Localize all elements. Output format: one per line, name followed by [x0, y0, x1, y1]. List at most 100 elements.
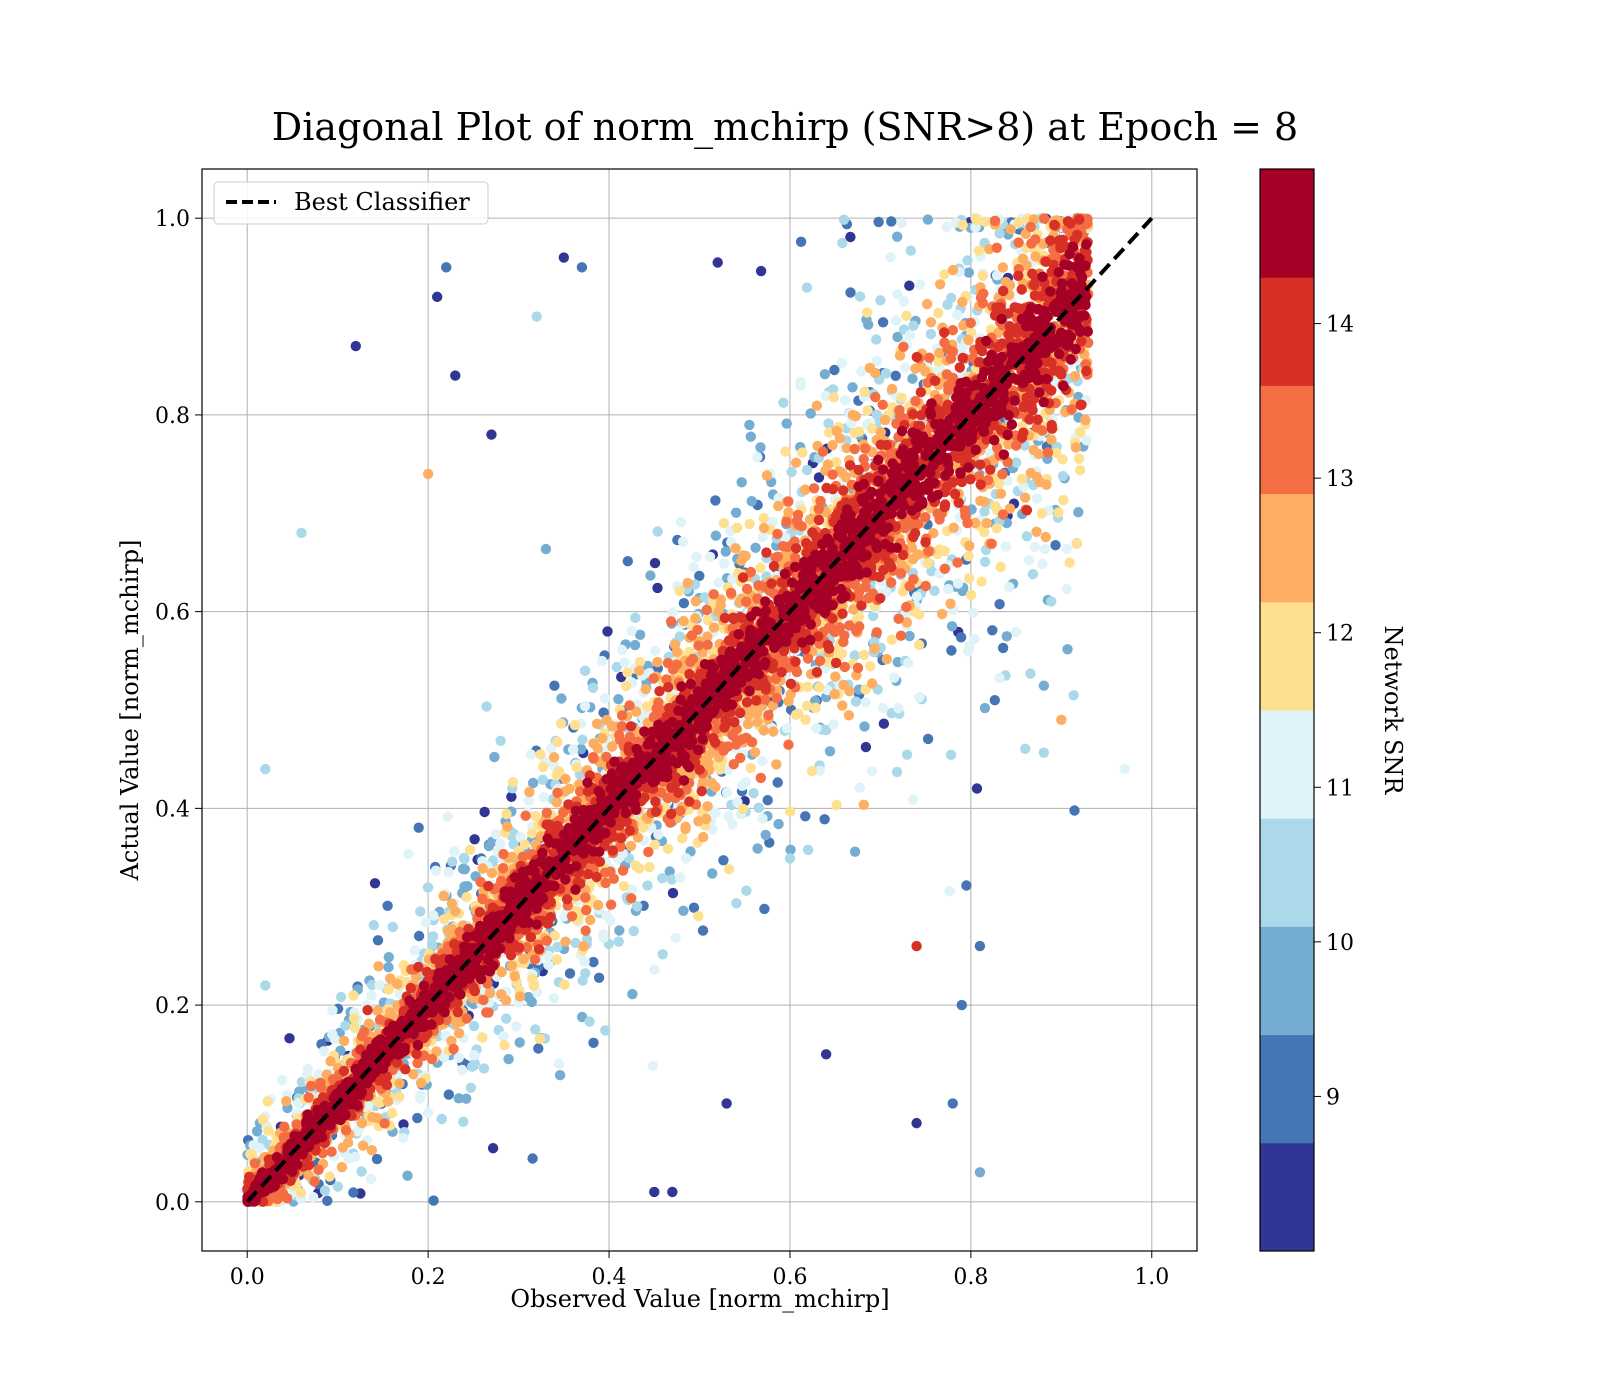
- scatter-point: [879, 414, 891, 426]
- scatter-point: [442, 925, 454, 937]
- scatter-point: [442, 811, 453, 822]
- scatter-point: [642, 880, 653, 891]
- scatter-point: [849, 650, 860, 661]
- scatter-point: [1075, 427, 1086, 438]
- scatter-point: [496, 966, 507, 978]
- scatter-point: [653, 829, 664, 840]
- scatter-point: [866, 423, 878, 434]
- scatter-point: [509, 971, 520, 982]
- scatter-point: [824, 746, 836, 757]
- scatter-point: [772, 777, 783, 788]
- scatter-point: [650, 645, 661, 656]
- scatter-point: [979, 556, 991, 567]
- scatter-point: [760, 694, 771, 705]
- scatter-point: [854, 291, 866, 302]
- scatter-point: [828, 719, 839, 730]
- scatter-point: [607, 741, 618, 752]
- scatter-point: [859, 443, 871, 454]
- scatter-point: [627, 988, 638, 1000]
- scatter-point: [1050, 540, 1061, 551]
- scatter-point: [1061, 583, 1072, 595]
- scatter-point: [946, 292, 957, 304]
- scatter-point: [585, 914, 596, 926]
- scatter-point: [528, 980, 540, 991]
- scatter-point: [757, 531, 768, 543]
- scatter-point: [1025, 668, 1036, 679]
- scatter-point: [895, 630, 907, 641]
- scatter-point: [702, 614, 714, 626]
- scatter-point: [348, 1187, 359, 1198]
- scatter-point: [503, 1053, 514, 1065]
- scatter-point: [624, 700, 635, 711]
- scatter-point: [784, 853, 796, 864]
- scatter-point: [704, 551, 716, 562]
- scatter-point: [933, 307, 944, 319]
- scatter-point: [374, 980, 385, 991]
- scatter-point: [719, 558, 730, 569]
- scatter-point: [1057, 454, 1068, 465]
- scatter-point: [926, 566, 937, 577]
- scatter-point: [1038, 680, 1050, 691]
- scatter-point: [409, 945, 420, 956]
- scatter-point: [629, 639, 641, 651]
- scatter-point: [613, 936, 624, 947]
- scatter-point: [324, 1171, 335, 1182]
- scatter-point: [602, 626, 613, 637]
- scatter-point: [802, 844, 814, 856]
- scatter-point: [1069, 370, 1081, 382]
- scatter-point: [1038, 747, 1050, 758]
- scatter-point: [892, 289, 903, 300]
- scatter-point: [706, 777, 717, 789]
- scatter-point: [997, 509, 1009, 520]
- scatter-point: [284, 1033, 295, 1044]
- scatter-point: [702, 801, 713, 812]
- scatter-point: [694, 570, 705, 582]
- scatter-point: [394, 1078, 405, 1089]
- scatter-point: [822, 656, 833, 668]
- scatter-point: [963, 334, 974, 346]
- scatter-point: [597, 733, 608, 744]
- scatter-point: [963, 646, 974, 657]
- scatter-point: [616, 721, 628, 732]
- scatter-point: [634, 629, 646, 640]
- scatter-point: [978, 288, 989, 299]
- scatter-point: [922, 733, 934, 745]
- scatter-point: [797, 447, 808, 458]
- scatter-point: [600, 693, 611, 704]
- scatter-point: [849, 427, 860, 439]
- scatter-point: [720, 546, 731, 557]
- scatter-point: [680, 821, 691, 832]
- scatter-point: [908, 320, 919, 331]
- scatter-point: [947, 264, 959, 276]
- scatter-point: [952, 578, 964, 589]
- scatter-point: [426, 939, 438, 951]
- scatter-point: [667, 607, 678, 618]
- scatter-point: [402, 1170, 413, 1181]
- scatter-point: [828, 392, 840, 403]
- scatter-point: [969, 633, 980, 645]
- scatter-point: [622, 556, 633, 567]
- scatter-point: [781, 418, 792, 429]
- scatter-point: [831, 799, 842, 811]
- scatter-point: [991, 242, 1002, 253]
- scatter-point: [904, 630, 915, 642]
- scatter-point: [626, 893, 637, 904]
- scatter-point: [520, 810, 531, 821]
- scatter-point: [964, 540, 975, 552]
- scatter-point: [567, 744, 579, 755]
- scatter-point: [698, 831, 709, 843]
- scatter-point: [577, 734, 588, 745]
- scatter-point: [626, 625, 637, 636]
- scatter-point: [783, 507, 794, 518]
- scatter-point: [638, 822, 649, 833]
- scatter-point: [554, 1070, 566, 1081]
- scatter-point: [632, 901, 643, 912]
- scatter-point: [263, 1125, 274, 1136]
- scatter-point: [785, 844, 796, 855]
- scatter-point: [744, 419, 755, 431]
- scatter-point: [1037, 558, 1048, 570]
- scatter-point: [994, 672, 1005, 684]
- scatter-point: [772, 551, 783, 562]
- scatter-point: [593, 972, 605, 983]
- scatter-point: [530, 1024, 541, 1035]
